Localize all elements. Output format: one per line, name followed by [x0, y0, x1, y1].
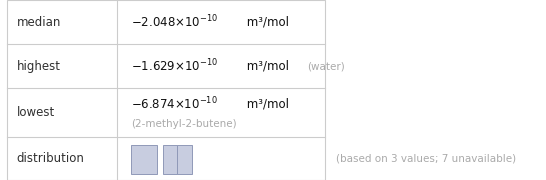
Text: $-6.874{\times}10^{-10}$: $-6.874{\times}10^{-10}$	[131, 96, 218, 112]
Text: highest: highest	[16, 60, 61, 73]
Bar	[163, 145, 177, 174]
Text: (water): (water)	[307, 61, 345, 71]
Text: $-2.048{\times}10^{-10}$: $-2.048{\times}10^{-10}$	[131, 14, 218, 30]
Text: m³/mol: m³/mol	[243, 60, 289, 73]
Text: m³/mol: m³/mol	[243, 98, 289, 111]
Text: (based on 3 values; 7 unavailable): (based on 3 values; 7 unavailable)	[336, 153, 516, 163]
Bar	[7, 0, 325, 180]
Text: lowest: lowest	[16, 106, 55, 119]
Text: distribution: distribution	[16, 152, 84, 165]
Bar	[177, 145, 192, 174]
Bar	[131, 145, 157, 174]
Text: $-1.629{\times}10^{-10}$: $-1.629{\times}10^{-10}$	[131, 58, 218, 75]
Text: (2-methyl-2-butene): (2-methyl-2-butene)	[131, 119, 236, 129]
Text: m³/mol: m³/mol	[244, 15, 289, 29]
Text: median: median	[16, 15, 61, 29]
